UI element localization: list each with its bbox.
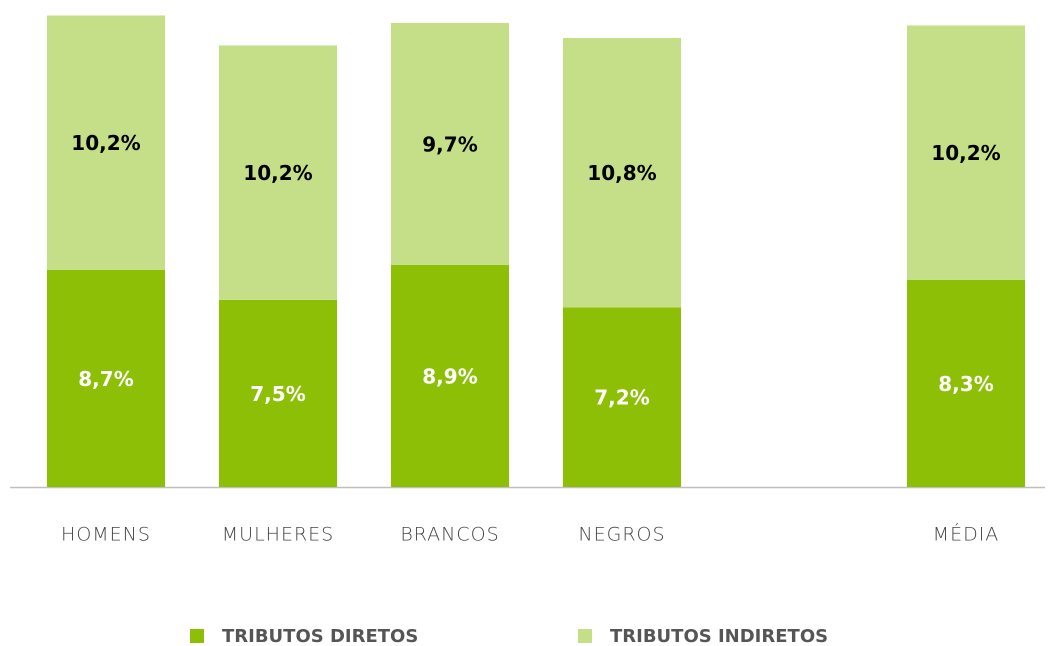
data-label: 10,2% bbox=[71, 131, 140, 155]
data-label: 8,3% bbox=[938, 372, 993, 396]
data-label: 9,7% bbox=[422, 132, 477, 156]
bar-segment bbox=[391, 264, 509, 487]
data-label: 7,2% bbox=[594, 386, 649, 410]
data-label: 10,2% bbox=[931, 141, 1000, 165]
bar-segment bbox=[47, 15, 165, 270]
x-tick-label: BRANCOS bbox=[400, 524, 499, 546]
data-label: 10,2% bbox=[243, 161, 312, 185]
bar-segment bbox=[563, 37, 681, 308]
x-tick-label: NEGROS bbox=[578, 524, 665, 546]
bar-segment bbox=[563, 307, 681, 487]
data-label: 10,8% bbox=[587, 161, 656, 185]
x-tick-label: MÉDIA bbox=[933, 523, 1000, 546]
bar-segment bbox=[907, 25, 1025, 280]
bar-segment bbox=[391, 22, 509, 265]
data-label: 8,9% bbox=[422, 364, 477, 388]
bar-segment bbox=[907, 279, 1025, 487]
legend-label: TRIBUTOS INDIRETOS bbox=[610, 626, 828, 646]
data-label: 8,7% bbox=[78, 367, 133, 391]
x-tick-label: MULHERES bbox=[222, 524, 334, 546]
bar-segment bbox=[219, 299, 337, 487]
data-label: 7,5% bbox=[250, 382, 305, 406]
legend-label: TRIBUTOS DIRETOS bbox=[222, 626, 418, 646]
bar-segment bbox=[219, 45, 337, 300]
x-tick-label: HOMENS bbox=[61, 524, 151, 546]
legend-swatch bbox=[190, 629, 204, 643]
bar-segment bbox=[47, 269, 165, 487]
legend-swatch bbox=[578, 629, 592, 643]
